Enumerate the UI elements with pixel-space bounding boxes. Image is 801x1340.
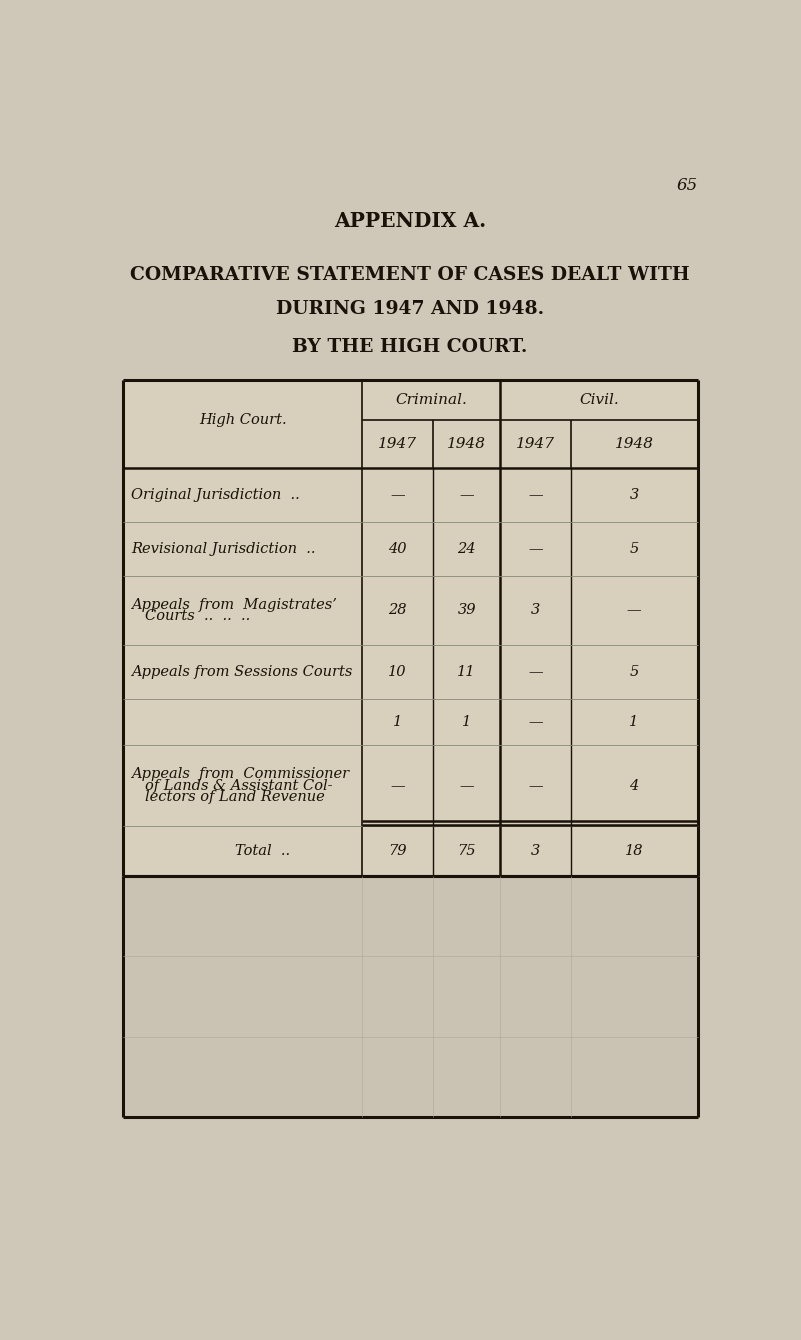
Bar: [123, 381, 698, 876]
Text: 75: 75: [457, 844, 476, 858]
Text: 65: 65: [676, 177, 698, 194]
Text: Revisional Jurisdiction  ..: Revisional Jurisdiction ..: [131, 541, 316, 556]
Text: COMPARATIVE STATEMENT OF CASES DEALT WITH: COMPARATIVE STATEMENT OF CASES DEALT WIT…: [131, 265, 690, 284]
Text: —: —: [528, 488, 542, 502]
Text: 11: 11: [457, 665, 476, 679]
Text: of Lands & Assistant Col-: of Lands & Assistant Col-: [145, 779, 332, 793]
Text: —: —: [460, 488, 474, 502]
Text: Appeals from Sessions Courts: Appeals from Sessions Courts: [131, 665, 352, 679]
Text: —: —: [627, 603, 642, 618]
Text: 39: 39: [457, 603, 476, 618]
Text: —: —: [528, 665, 542, 679]
Text: —: —: [390, 488, 405, 502]
Text: 1: 1: [630, 716, 638, 729]
Text: DURING 1947 AND 1948.: DURING 1947 AND 1948.: [276, 300, 544, 318]
Text: 28: 28: [388, 603, 407, 618]
Text: 1: 1: [393, 716, 402, 729]
Text: —: —: [528, 541, 542, 556]
Bar: [123, 876, 698, 1118]
Text: Appeals  from  Commissioner: Appeals from Commissioner: [131, 766, 349, 781]
Text: 1: 1: [462, 716, 471, 729]
Text: 40: 40: [388, 541, 407, 556]
Text: 5: 5: [630, 541, 638, 556]
Text: 1948: 1948: [614, 437, 654, 452]
Text: APPENDIX A.: APPENDIX A.: [334, 210, 486, 230]
Text: 79: 79: [388, 844, 407, 858]
Text: Appeals  from  Magistrates’: Appeals from Magistrates’: [131, 598, 337, 611]
Text: High Court.: High Court.: [199, 413, 287, 427]
Text: —: —: [528, 716, 542, 729]
Text: —: —: [390, 779, 405, 793]
Text: Total  ..: Total ..: [235, 844, 290, 858]
Text: Original Jurisdiction  ..: Original Jurisdiction ..: [131, 488, 300, 502]
Text: Courts  ..  ..  ..: Courts .. .. ..: [145, 610, 251, 623]
Text: 1948: 1948: [447, 437, 486, 452]
Text: 10: 10: [388, 665, 407, 679]
Text: 1947: 1947: [516, 437, 555, 452]
Text: 3: 3: [531, 603, 540, 618]
Text: —: —: [460, 779, 474, 793]
Text: 4: 4: [630, 779, 638, 793]
Text: lectors of Land Revenue: lectors of Land Revenue: [145, 791, 325, 804]
Text: 1947: 1947: [378, 437, 417, 452]
Text: 3: 3: [630, 488, 638, 502]
Text: —: —: [528, 779, 542, 793]
Text: 3: 3: [531, 844, 540, 858]
Text: 18: 18: [625, 844, 643, 858]
Text: BY THE HIGH COURT.: BY THE HIGH COURT.: [292, 338, 528, 356]
Text: 5: 5: [630, 665, 638, 679]
Text: 24: 24: [457, 541, 476, 556]
Text: Civil.: Civil.: [579, 393, 618, 407]
Text: Criminal.: Criminal.: [395, 393, 467, 407]
